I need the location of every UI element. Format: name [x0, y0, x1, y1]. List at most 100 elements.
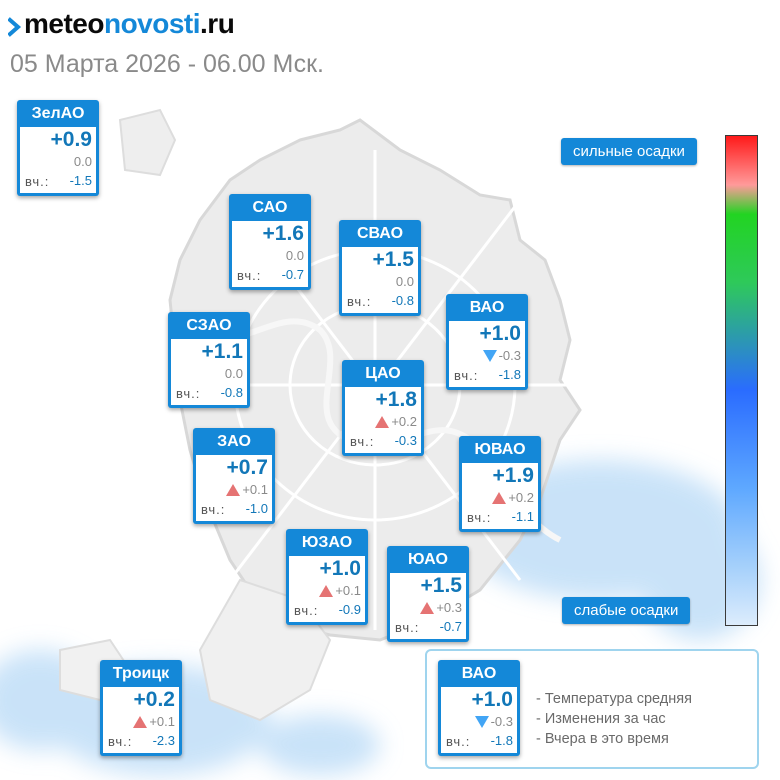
yesterday-value: -1.8: [490, 733, 513, 748]
trend-up-icon: [375, 415, 390, 428]
hourly-change: 0.0: [74, 154, 92, 169]
hourly-change: 0.0: [225, 366, 243, 381]
legend-line-hourly-change: - Изменения за час: [536, 711, 666, 727]
site-logo[interactable]: meteonovosti.ru: [8, 6, 235, 42]
temperature-value: +0.9: [50, 128, 92, 151]
district-card-body: +1.8 +0.2 вч.: -0.3: [345, 387, 421, 453]
hourly-change: +0.1: [319, 583, 361, 598]
temperature-value: +1.5: [372, 248, 414, 271]
district-card-troitsk: Троицк +0.2 +0.1 вч.: -2.3: [100, 660, 182, 756]
hourly-change-value: +0.3: [436, 600, 462, 615]
district-name: САО: [252, 199, 288, 216]
hourly-change: 0.0: [286, 248, 304, 263]
legend-line-temperature: - Температура средняя: [536, 691, 692, 707]
hourly-change-value: 0.0: [73, 154, 92, 169]
yesterday-label: вч.:: [176, 386, 201, 401]
hourly-change-value: 0.0: [395, 274, 414, 289]
district-card-yuao: ЮАО +1.5 +0.3 вч.: -0.7: [387, 546, 469, 642]
logo-text-domain: .ru: [200, 8, 235, 39]
yesterday-value: -1.5: [69, 173, 92, 188]
legend-line-yesterday: - Вчера в это время: [536, 731, 669, 747]
district-name: СЗАО: [186, 317, 232, 334]
district-card-body: +1.1 0.0 вч.: -0.8: [171, 339, 247, 405]
legend-example-card: ВАО +1.0 -0.3 вч.: -1.8: [438, 660, 520, 756]
trend-up-icon: [226, 483, 241, 496]
district-name: ЗАО: [217, 433, 251, 450]
trend-up-icon: [133, 715, 148, 728]
district-card-body: +0.2 +0.1 вч.: -2.3: [103, 687, 179, 753]
temperature-value: +0.2: [133, 688, 175, 711]
yesterday-value: -0.3: [394, 433, 417, 448]
yesterday-label: вч.:: [201, 502, 226, 517]
yesterday-label: вч.:: [25, 174, 50, 189]
district-card-body: +1.0 -0.3 вч.: -1.8: [441, 687, 517, 753]
temperature-value: +1.1: [201, 340, 243, 363]
yesterday-value: -1.8: [498, 367, 521, 382]
yesterday-label: вч.:: [294, 603, 319, 618]
district-card-body: +1.6 0.0 вч.: -0.7: [232, 221, 308, 287]
chevron-right-icon: [8, 17, 22, 37]
yesterday-value: -1.0: [245, 501, 268, 516]
trend-up-icon: [492, 491, 507, 504]
yesterday-label: вч.:: [347, 294, 372, 309]
hourly-change: -0.3: [482, 348, 521, 363]
district-name: ЦАО: [365, 365, 401, 382]
precipitation-scale-bar: [725, 135, 758, 626]
district-card-body: +1.5 +0.3 вч.: -0.7: [390, 573, 466, 639]
temperature-value: +0.7: [226, 456, 268, 479]
yesterday-label: вч.:: [454, 368, 479, 383]
scale-label-strong: сильные осадки: [561, 138, 697, 165]
district-card-svao: СВАО +1.5 0.0 вч.: -0.8: [339, 220, 421, 316]
yesterday-label: вч.:: [350, 434, 375, 449]
district-card-body: +1.0 +0.1 вч.: -0.9: [289, 556, 365, 622]
district-card-zelao: ЗелАО +0.9 0.0 вч.: -1.5: [17, 100, 99, 196]
district-name: СВАО: [356, 225, 404, 242]
temperature-value: +1.0: [471, 688, 513, 711]
yesterday-label: вч.:: [446, 734, 471, 749]
yesterday-value: -0.8: [391, 293, 414, 308]
yesterday-label: вч.:: [108, 734, 133, 749]
district-card-yuzao: ЮЗАО +1.0 +0.1 вч.: -0.9: [286, 529, 368, 625]
hourly-change-value: +0.2: [391, 414, 417, 429]
page-subtitle: 05 Марта 2026 - 06.00 Мск.: [10, 50, 324, 78]
trend-down-icon: [474, 715, 489, 728]
district-name: ВАО: [461, 665, 497, 682]
yesterday-label: вч.:: [467, 510, 492, 525]
district-name: ЮЗАО: [301, 534, 353, 551]
yesterday-value: -0.9: [338, 602, 361, 617]
hourly-change-value: 0.0: [285, 248, 304, 263]
district-name: ЗелАО: [31, 105, 85, 122]
district-name: Троицк: [112, 665, 170, 682]
district-card-body: +1.5 0.0 вч.: -0.8: [342, 247, 418, 313]
district-card-body: +1.0 -0.3 вч.: -1.8: [449, 321, 525, 387]
hourly-change: +0.2: [492, 490, 534, 505]
hourly-change-value: +0.1: [149, 714, 175, 729]
yesterday-value: -0.7: [439, 619, 462, 634]
legend-box: ВАО +1.0 -0.3 вч.: -1.8 - Температура средня…: [425, 649, 759, 769]
yesterday-value: -0.7: [281, 267, 304, 282]
hourly-change: +0.1: [133, 714, 175, 729]
hourly-change: +0.2: [375, 414, 417, 429]
district-name: ВАО: [469, 299, 505, 316]
yesterday-value: -0.8: [220, 385, 243, 400]
temperature-value: +1.6: [262, 222, 304, 245]
temperature-value: +1.9: [492, 464, 534, 487]
hourly-change: +0.3: [420, 600, 462, 615]
temperature-value: +1.0: [479, 322, 521, 345]
hourly-change-value: +0.2: [508, 490, 534, 505]
logo-text-meteo: meteo: [24, 8, 104, 39]
temperature-value: +1.8: [375, 388, 417, 411]
temperature-value: +1.0: [319, 557, 361, 580]
district-card-zao: ЗАО +0.7 +0.1 вч.: -1.0: [193, 428, 275, 524]
hourly-change-value: -0.3: [490, 714, 513, 729]
district-card-szao: СЗАО +1.1 0.0 вч.: -0.8: [168, 312, 250, 408]
district-name: ЮАО: [408, 551, 448, 568]
hourly-change-value: +0.1: [335, 583, 361, 598]
hourly-change-value: -0.3: [498, 348, 521, 363]
scale-label-weak: слабые осадки: [562, 597, 691, 624]
hourly-change: +0.1: [226, 482, 268, 497]
district-card-vao: ВАО +1.0 -0.3 вч.: -1.8: [446, 294, 528, 390]
hourly-change-value: 0.0: [224, 366, 243, 381]
district-card-body: +0.9 0.0 вч.: -1.5: [20, 127, 96, 193]
yesterday-value: -1.1: [511, 509, 534, 524]
